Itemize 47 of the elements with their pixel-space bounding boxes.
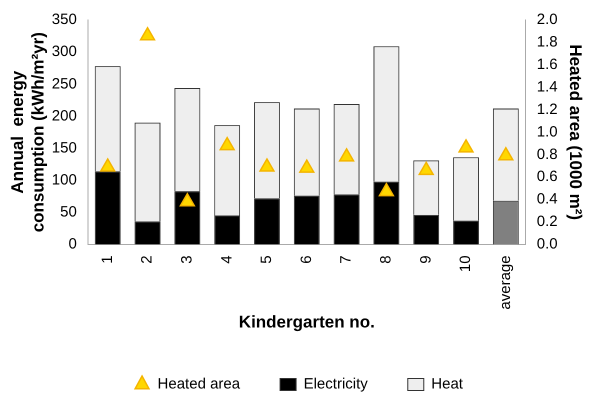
x-tick-label: 1 [98, 255, 116, 264]
x-tick-label: 2 [138, 255, 156, 264]
point [299, 159, 314, 173]
x-tick-label: 7 [338, 255, 355, 264]
x-tick-label: 10 [457, 255, 474, 272]
point [338, 148, 354, 162]
x-tick-label: 6 [298, 255, 315, 264]
x-tick-label: 3 [178, 255, 196, 264]
y-tick-label: 150 [52, 139, 77, 156]
point [180, 193, 196, 207]
y2-tick-label: 0.8 [536, 146, 558, 163]
point [458, 139, 474, 153]
point [219, 136, 235, 150]
point [378, 182, 394, 196]
point [140, 26, 156, 40]
legend-label: Heated area [158, 376, 241, 393]
point [100, 158, 116, 172]
y2-tick-label: 1.4 [536, 78, 558, 96]
y2-tick-label: 1.6 [536, 56, 558, 74]
x-tick-label: 9 [417, 255, 434, 264]
x-tick-label: 8 [378, 255, 395, 264]
legend-label: Heat [431, 376, 464, 393]
y2-tick-label: 1.2 [536, 100, 558, 118]
y2-tick-label: 0.4 [536, 190, 558, 208]
y-tick-label: 50 [60, 203, 77, 220]
y2-tick-label: 0.0 [536, 236, 558, 253]
point [498, 147, 514, 161]
y2-tick-label: 0.6 [536, 168, 558, 186]
y-tick-label: 250 [52, 75, 77, 92]
y-tick-label: 200 [52, 107, 77, 124]
y2-axis-title: Heated area (1000 m²) [566, 44, 586, 220]
y-tick-label: 0 [68, 236, 77, 253]
x-tick-label: average [496, 255, 514, 310]
y-tick-label: 100 [52, 171, 77, 188]
y-tick-label: 350 [52, 11, 77, 28]
y2-tick-label: 2.0 [536, 11, 558, 28]
y2-tick-label: 1.8 [536, 34, 558, 51]
y2-tick-label: 1.0 [536, 123, 558, 140]
x-tick-label: 5 [258, 255, 276, 264]
point [418, 162, 434, 176]
point [259, 158, 275, 172]
x-tick-label: 4 [218, 255, 236, 264]
y2-tick-label: 0.2 [536, 213, 558, 230]
y-tick-label: 300 [52, 43, 77, 60]
y-axis-title: Annual energy consumption (kWh/m²yr) [8, 32, 48, 232]
x-axis-title: Kindergarten no. [238, 312, 375, 332]
legend-label: Electricity [304, 376, 368, 393]
